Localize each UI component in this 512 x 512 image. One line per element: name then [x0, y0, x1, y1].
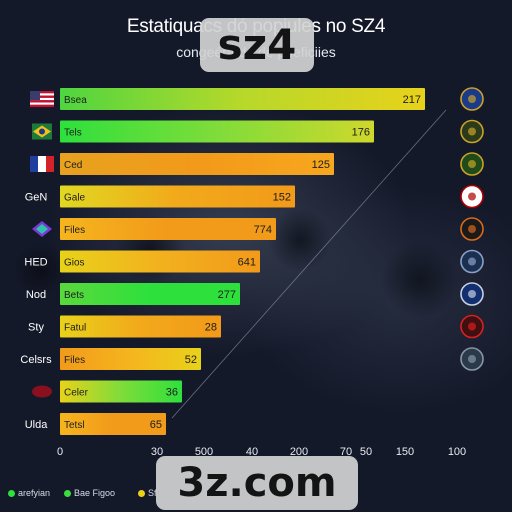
value-label: 28 — [205, 322, 217, 334]
red-crest-emblem — [460, 314, 484, 339]
green-crest-emblem — [460, 152, 484, 176]
category-label: Ced — [64, 160, 82, 171]
x-tick-label: 500 — [195, 446, 213, 458]
legend-swatch — [64, 490, 71, 498]
watermark-top: sz4 — [200, 18, 314, 72]
category-label: Files — [64, 355, 85, 366]
legend-swatch — [8, 490, 15, 498]
bar-6 — [60, 283, 240, 305]
row-label: GeN — [25, 192, 48, 204]
legend-swatch — [138, 490, 145, 498]
value-label: 217 — [403, 94, 421, 106]
x-tick-label: 100 — [448, 446, 466, 458]
gem-flag — [32, 221, 52, 237]
row-label: Ulda — [25, 419, 49, 431]
category-label: Bets — [64, 290, 84, 301]
bar-10 — [60, 413, 166, 435]
trend-line — [171, 109, 447, 419]
bar-2 — [60, 153, 334, 175]
row-label: Celsrs — [20, 354, 52, 366]
dark-crest-emblem — [460, 347, 484, 371]
bar-0 — [60, 88, 425, 110]
category-label: Celer — [64, 388, 89, 399]
category-label: Tetsl — [64, 420, 85, 431]
x-tick-label: 150 — [396, 446, 414, 458]
bar-9 — [60, 380, 182, 403]
value-label: 125 — [312, 159, 330, 171]
category-label: Bsea — [64, 95, 87, 106]
value-label: 641 — [238, 257, 256, 269]
legend-item: arefyian — [8, 488, 50, 498]
bar-5 — [60, 250, 260, 273]
x-tick-label: 40 — [246, 446, 258, 458]
x-tick-label: 50 — [360, 446, 372, 458]
gold-crest-emblem — [460, 119, 484, 144]
fr-flag — [30, 156, 54, 172]
x-tick-label: 200 — [290, 446, 308, 458]
fire-emblem — [460, 217, 484, 241]
flag-crest-emblem — [460, 184, 484, 209]
legend-label: arefyian — [18, 488, 51, 498]
category-label: Gios — [64, 258, 85, 269]
legend-item: Sf — [138, 488, 157, 498]
category-label: Tels — [64, 128, 82, 139]
watermark-bottom: 3z.com — [156, 456, 358, 510]
x-tick-label: 30 — [151, 446, 163, 458]
value-label: 65 — [150, 419, 162, 431]
bar-4 — [60, 218, 276, 240]
row-label: Nod — [26, 289, 46, 301]
value-label: 277 — [218, 289, 236, 301]
bar-1 — [60, 120, 374, 143]
x-tick-label: 0 — [57, 446, 63, 458]
value-label: 176 — [352, 127, 370, 139]
bar-3 — [60, 185, 295, 208]
bar-7 — [60, 315, 221, 338]
letter-a-emblem — [460, 249, 484, 274]
row-label: Sty — [28, 322, 44, 334]
category-label: Gale — [64, 193, 86, 204]
legend-item: Bae Figoo — [64, 488, 115, 498]
br-flag — [32, 123, 52, 140]
value-label: 52 — [185, 354, 197, 366]
category-label: Files — [64, 225, 85, 236]
value-label: 152 — [273, 192, 291, 204]
red-badge — [32, 385, 52, 398]
bar-8 — [60, 348, 201, 370]
blue-crest-emblem — [460, 282, 484, 306]
legend-label: Bae Figoo — [74, 488, 116, 498]
x-tick-label: 70 — [340, 446, 352, 458]
us-flag — [30, 91, 54, 108]
legend-label: Sf — [148, 488, 157, 498]
category-label: Fatul — [64, 323, 86, 334]
value-label: 36 — [166, 387, 178, 399]
row-label: HED — [24, 257, 47, 269]
eagle-emblem — [460, 87, 484, 111]
value-label: 774 — [254, 224, 272, 236]
